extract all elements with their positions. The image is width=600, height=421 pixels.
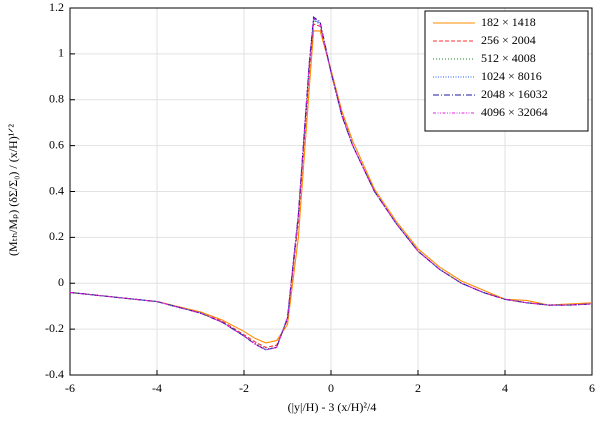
- x-axis-label: (|y|/H) - 3 (x/H)²/4: [288, 400, 377, 414]
- legend-label: 4096 × 32064: [481, 105, 548, 119]
- y-axis-label: (Mₜₕ/Mₚ) (δΣ/Σ₀) / (x/H)¹ᐟ²: [6, 124, 20, 256]
- x-tick-label: 2: [415, 381, 421, 395]
- x-tick-label: 4: [502, 381, 508, 395]
- y-tick-label: 0: [58, 275, 64, 289]
- y-tick-label: 0.4: [49, 183, 64, 197]
- y-tick-label: -0.2: [45, 321, 64, 335]
- legend-label: 512 × 4008: [481, 51, 536, 65]
- y-tick-label: -0.4: [45, 367, 64, 381]
- legend-label: 256 × 2004: [481, 33, 536, 47]
- legend-label: 1024 × 8016: [481, 69, 542, 83]
- x-tick-label: -4: [152, 381, 162, 395]
- y-tick-label: 1.2: [49, 0, 64, 14]
- plot-frame: [69, 7, 593, 376]
- x-tick-label: -2: [239, 381, 249, 395]
- x-tick-label: -6: [65, 381, 75, 395]
- x-tick-label: 0: [328, 381, 334, 395]
- legend-box: [424, 10, 589, 132]
- y-tick-label: 0.2: [49, 229, 64, 243]
- y-tick-label: 0.6: [49, 137, 64, 151]
- x-tick-label: 6: [589, 381, 595, 395]
- legend-label: 182 × 1418: [481, 15, 536, 29]
- y-tick-label: 0.8: [49, 92, 64, 106]
- series-line: [69, 17, 593, 351]
- y-tick-label: 1: [58, 46, 64, 60]
- legend-label: 2048 × 16032: [481, 87, 548, 101]
